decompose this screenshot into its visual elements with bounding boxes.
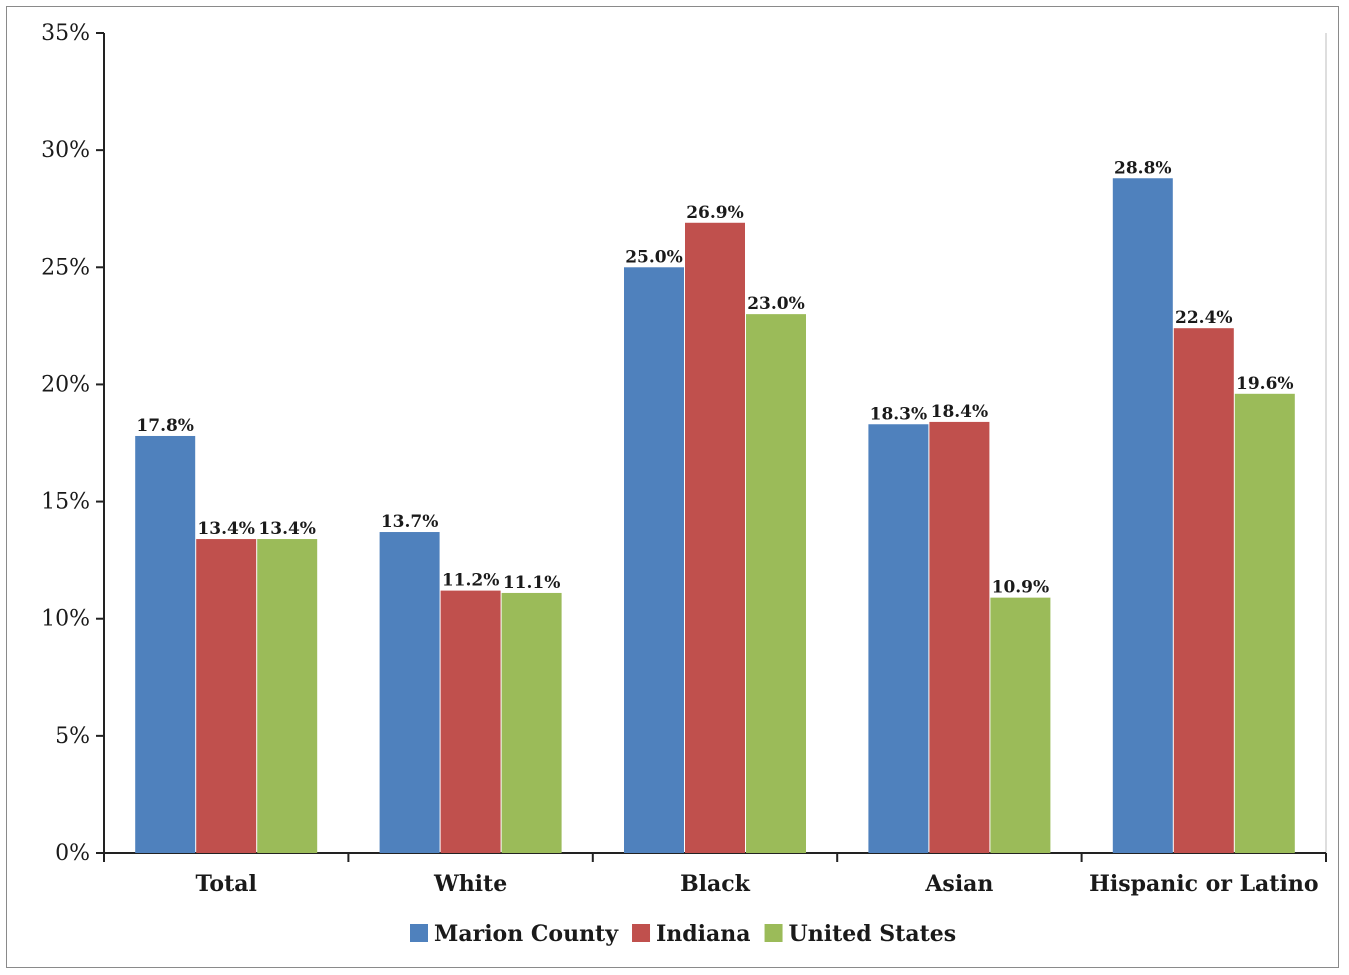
bar-united-states bbox=[990, 597, 1051, 853]
bar-marion-county bbox=[379, 532, 440, 853]
bar-united-states bbox=[746, 314, 806, 854]
data-label-indiana: 26.9% bbox=[686, 203, 744, 223]
bar-indiana bbox=[440, 590, 501, 853]
y-tick-label: 25% bbox=[41, 255, 90, 280]
data-label-marion-county: 25.0% bbox=[625, 247, 683, 267]
data-label-marion-county: 18.3% bbox=[870, 404, 928, 424]
data-label-indiana: 18.4% bbox=[931, 402, 989, 422]
data-label-indiana: 13.4% bbox=[197, 519, 255, 539]
bar-marion-county bbox=[135, 435, 196, 853]
data-label-united-states: 19.6% bbox=[1236, 374, 1294, 394]
data-label-marion-county: 17.8% bbox=[136, 416, 194, 436]
bar-marion-county bbox=[624, 267, 684, 853]
bar-indiana bbox=[929, 421, 990, 853]
bar-marion-county bbox=[1112, 178, 1173, 853]
data-label-marion-county: 28.8% bbox=[1114, 158, 1172, 178]
data-label-united-states: 11.1% bbox=[503, 573, 561, 593]
bar-united-states bbox=[501, 592, 562, 853]
data-label-united-states: 13.4% bbox=[258, 519, 316, 539]
y-tick-label: 30% bbox=[41, 138, 90, 163]
y-tick-label: 35% bbox=[41, 21, 90, 46]
legend-label-indiana: Indiana bbox=[656, 921, 751, 947]
data-label-united-states: 23.0% bbox=[747, 294, 805, 314]
y-tick-label: 5% bbox=[55, 724, 90, 749]
x-category-label: White bbox=[433, 871, 507, 897]
legend-swatch-united-states bbox=[764, 924, 783, 942]
bar-indiana bbox=[685, 222, 745, 853]
x-category-label: Total bbox=[196, 871, 257, 897]
legend-label-marion-county: Marion County bbox=[434, 921, 619, 947]
bar-marion-county bbox=[868, 424, 929, 853]
legend-label-united-states: United States bbox=[789, 921, 957, 947]
x-category-label: Black bbox=[680, 871, 751, 897]
legend-swatch-marion-county bbox=[410, 924, 428, 942]
y-tick-label: 20% bbox=[41, 372, 90, 397]
y-tick-label: 10% bbox=[41, 607, 90, 632]
bar-indiana bbox=[1173, 328, 1234, 853]
y-tick-label: 0% bbox=[55, 841, 90, 866]
data-label-indiana: 22.4% bbox=[1175, 308, 1233, 328]
y-tick-label: 15% bbox=[41, 490, 90, 515]
data-label-marion-county: 13.7% bbox=[381, 512, 439, 532]
data-labels: 17.8% 13.4% 13.4% 13.7% 11.2% 11.1% 25.0% 26.9%… bbox=[136, 158, 1293, 597]
data-label-united-states: 10.9% bbox=[992, 578, 1050, 598]
x-category-label: Asian bbox=[924, 871, 993, 897]
legend: Marion County Indiana United States bbox=[410, 921, 956, 947]
bar-united-states bbox=[257, 539, 318, 853]
bar-indiana bbox=[196, 539, 257, 853]
legend-swatch-indiana bbox=[632, 924, 651, 942]
bar-united-states bbox=[1234, 393, 1295, 853]
x-category-label: Hispanic or Latino bbox=[1089, 871, 1318, 897]
data-label-indiana: 11.2% bbox=[442, 571, 500, 591]
bars bbox=[135, 178, 1295, 854]
